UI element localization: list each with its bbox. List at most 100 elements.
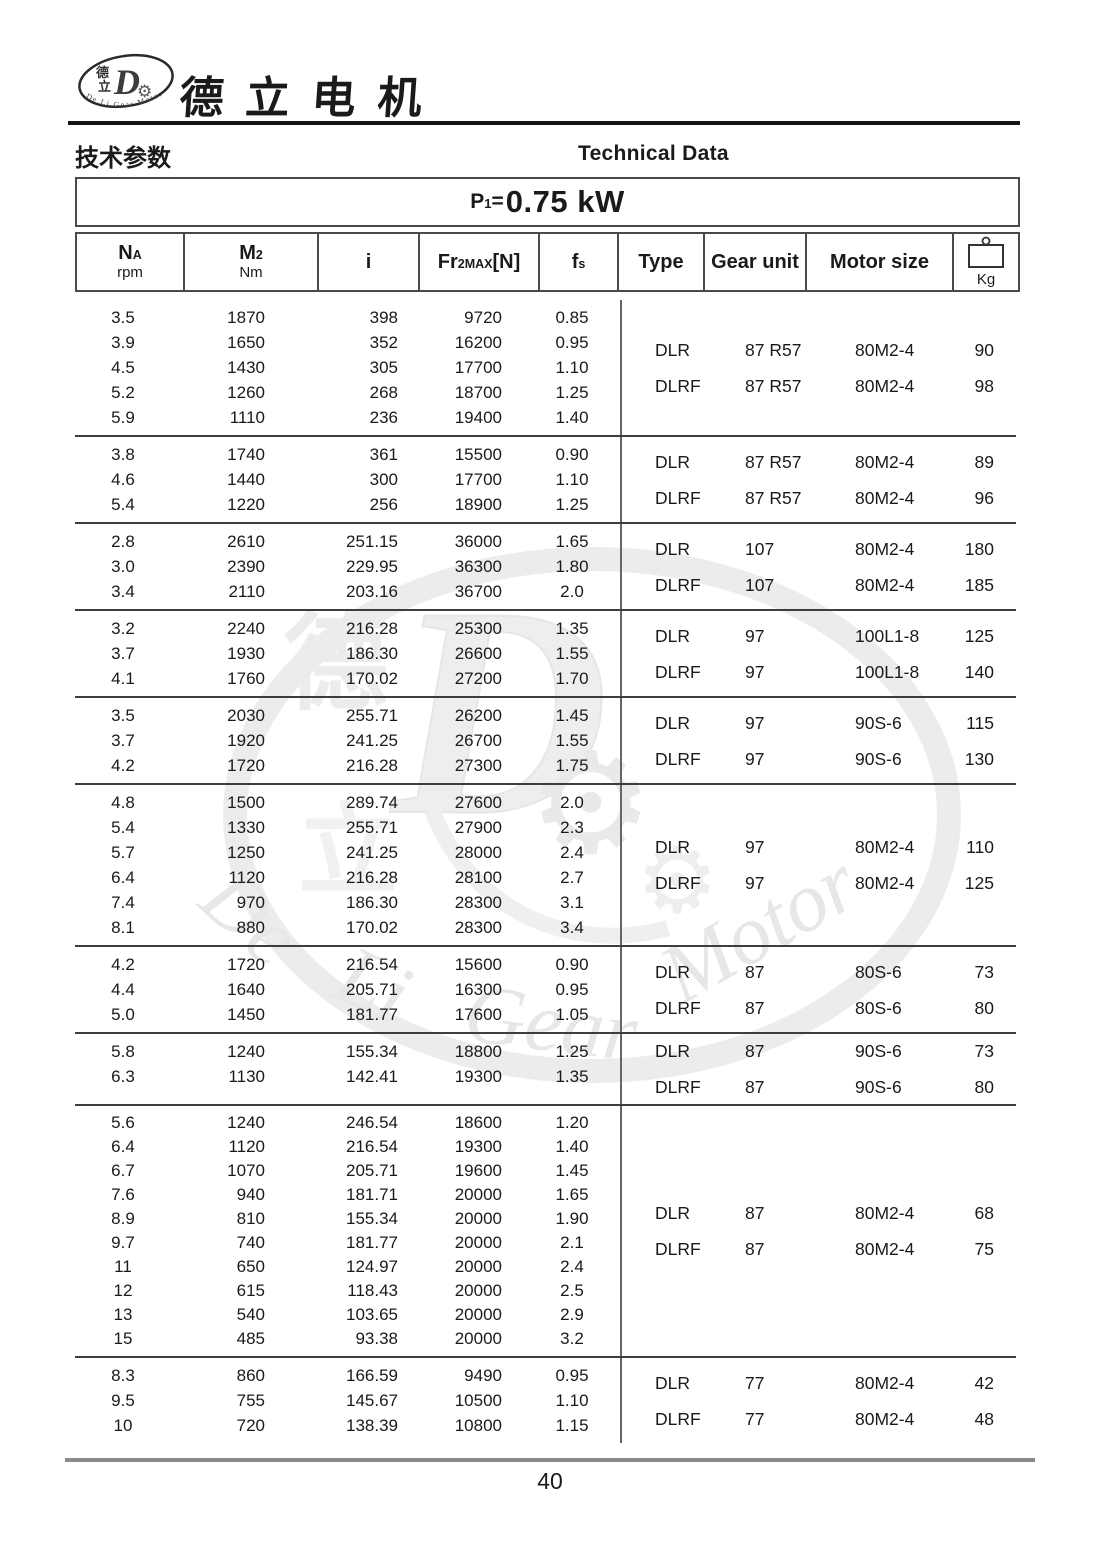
- data-row: 3.7 1920 241.25 26700 1.55: [75, 728, 620, 753]
- data-row: 5.4 1220 256 18900 1.25: [75, 492, 620, 517]
- na-value: 8.9: [111, 1209, 135, 1228]
- group-right-columns: DLR 97 100L1-8 125 DLRF 97 100L1-8 140: [620, 611, 1016, 696]
- m2-value: 1260: [227, 383, 265, 402]
- ratio-value: 124.97: [346, 1257, 398, 1276]
- fs-value: 1.25: [555, 383, 589, 402]
- weight-value: 68: [974, 1203, 994, 1223]
- fr2max-value: 10500: [454, 1391, 502, 1410]
- ratio-value: 289.74: [346, 793, 398, 812]
- fs-value: 1.65: [555, 1185, 589, 1204]
- type-value: DLRF: [655, 748, 701, 769]
- na-value: 5.9: [111, 408, 135, 427]
- fs-value: 0.95: [555, 980, 589, 999]
- na-value: 3.5: [111, 706, 135, 725]
- fr2max-value: 28300: [454, 893, 502, 912]
- group-right-columns: DLR 87 90S-6 73 DLRF 87 90S-6 80: [620, 1034, 1016, 1104]
- na-value: 4.4: [111, 980, 135, 999]
- weight-icon: [968, 236, 1004, 269]
- data-row: 5.4 1330 255.71 27900 2.3: [75, 815, 620, 840]
- column-header-fs: fs: [540, 234, 619, 290]
- fr2max-value: 19300: [454, 1137, 502, 1156]
- fr2max-value: 9720: [464, 308, 502, 327]
- ratio-value: 205.71: [346, 980, 398, 999]
- m2-value: 1430: [227, 358, 265, 377]
- na-value: 3.9: [111, 333, 135, 352]
- svg-text:⚙: ⚙: [528, 723, 654, 886]
- gear-unit-value: 77: [745, 1372, 765, 1393]
- data-row: 7.6 940 181.71 20000 1.65: [75, 1183, 620, 1207]
- power-value: 0.75 kW: [505, 184, 625, 219]
- section-title-cn: 技术参数: [75, 145, 171, 172]
- motor-size-value: 90S-6: [855, 748, 902, 769]
- m2-value: 1640: [227, 980, 265, 999]
- fs-value: 2.4: [560, 843, 584, 862]
- motor-size-value: 80S-6: [855, 997, 902, 1018]
- data-row: 8.9 810 155.34 20000 1.90: [75, 1207, 620, 1231]
- fr2max-value: 20000: [454, 1233, 502, 1252]
- data-row: 5.9 1110 236 19400 1.40: [75, 405, 620, 430]
- weight-value: 73: [974, 961, 994, 982]
- ratio-value: 186.30: [346, 893, 398, 912]
- svg-text:立: 立: [98, 79, 111, 95]
- weight-value: 110: [966, 837, 994, 857]
- fs-value: 1.90: [555, 1209, 589, 1228]
- m2-value: 940: [236, 1185, 265, 1204]
- weight-value: 90: [974, 339, 994, 360]
- weight-value: 180: [964, 538, 994, 559]
- m2-value: 1110: [229, 408, 265, 427]
- fs-value: 2.4: [560, 1257, 584, 1276]
- weight-value: 115: [966, 712, 994, 733]
- data-row: 12 615 118.43 20000 2.5: [75, 1279, 620, 1303]
- na-value: 3.7: [111, 731, 135, 750]
- table-header: NA rpm M2 Nm i Fr2MAX[N] fs Type Gear un…: [75, 232, 1020, 292]
- column-header-type: Type: [619, 234, 705, 290]
- ratio-value: 216.28: [346, 756, 398, 775]
- fs-value: 1.55: [555, 644, 589, 663]
- m2-value: 1120: [228, 1137, 265, 1156]
- na-value: 4.5: [111, 358, 135, 377]
- data-row: 5.2 1260 268 18700 1.25: [75, 380, 620, 405]
- weight-value: 185: [964, 574, 994, 595]
- fs-value: 0.95: [555, 333, 589, 352]
- data-row: 3.5 2030 255.71 26200 1.45: [75, 703, 620, 728]
- fs-value: 3.2: [560, 1329, 584, 1348]
- m2-value: 1720: [227, 955, 265, 974]
- weight-value: 48: [974, 1408, 994, 1429]
- type-value: DLR: [655, 538, 691, 559]
- na-value: 3.2: [111, 619, 135, 638]
- m2-value: 1220: [227, 495, 265, 514]
- motor-size-value: 80M2-4: [855, 1372, 915, 1393]
- na-value: 5.0: [111, 1005, 135, 1024]
- motor-size-value: 80M2-4: [855, 339, 915, 360]
- ratio-value: 256: [369, 495, 398, 514]
- data-row: 11 650 124.97 20000 2.4: [75, 1255, 620, 1279]
- fr2max-value: 16200: [454, 333, 502, 352]
- na-value: 5.4: [111, 818, 135, 837]
- gear-entry: DLR 87 80M2-4 68: [622, 1200, 1016, 1226]
- ratio-value: 155.34: [346, 1042, 398, 1061]
- na-value: 3.0: [111, 557, 135, 576]
- type-value: DLR: [655, 451, 691, 472]
- data-row: 2.8 2610 251.15 36000 1.65: [75, 529, 620, 554]
- company-logo: 德 立 D ⚙ De Li Gear Motor: [74, 50, 182, 125]
- fr2max-value: 10800: [454, 1416, 502, 1435]
- gear-unit-value: 87 R57: [745, 487, 802, 508]
- m2-value: 1120: [228, 868, 265, 887]
- motor-size-value: 100L1-8: [855, 625, 920, 646]
- type-value: DLR: [655, 837, 691, 857]
- fs-value: 1.20: [555, 1113, 589, 1132]
- fs-value: 1.75: [555, 756, 589, 775]
- fr2max-value: 15500: [454, 445, 502, 464]
- na-value: 15: [113, 1329, 133, 1348]
- data-row: 6.4 1120 216.54 19300 1.40: [75, 1135, 620, 1159]
- ratio-value: 241.25: [346, 843, 398, 862]
- fs-value: 1.80: [555, 557, 589, 576]
- type-value: DLRF: [655, 1408, 701, 1429]
- fs-value: 2.5: [560, 1281, 584, 1300]
- m2-value: 615: [236, 1281, 265, 1300]
- ratio-value: 236: [369, 408, 398, 427]
- motor-size-value: 90S-6: [855, 1041, 902, 1061]
- type-value: DLRF: [655, 375, 701, 396]
- weight-value: 140: [964, 661, 994, 682]
- fs-value: 1.45: [555, 706, 589, 725]
